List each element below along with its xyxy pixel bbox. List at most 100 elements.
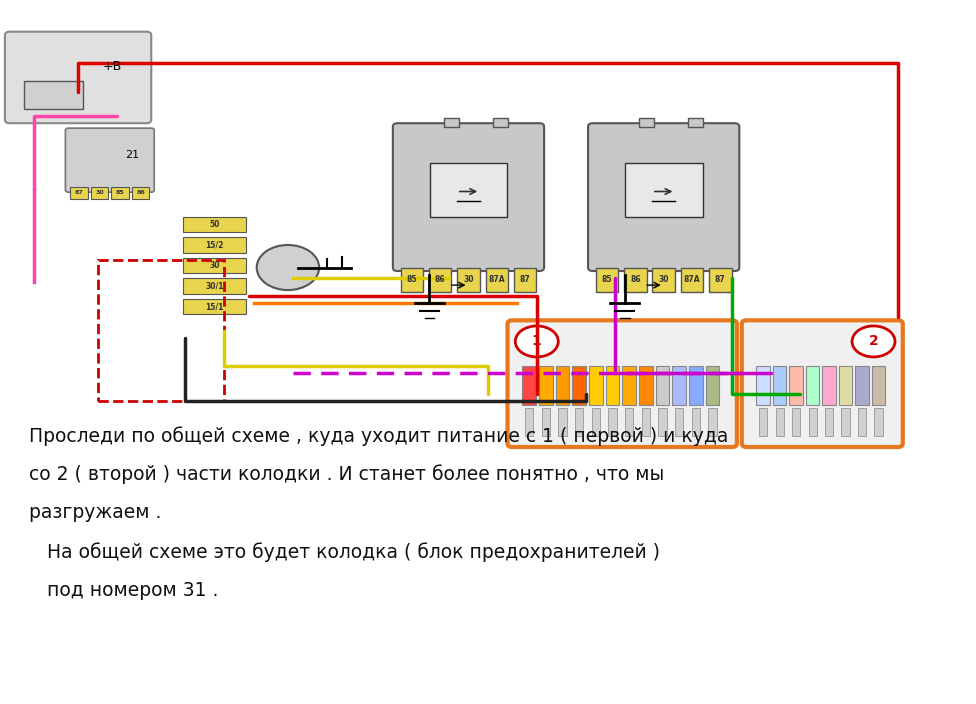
Bar <box>641 408 650 436</box>
Bar <box>539 366 552 405</box>
Bar <box>542 408 549 436</box>
Bar <box>688 118 703 127</box>
Bar <box>710 268 732 292</box>
Text: 30: 30 <box>659 275 669 284</box>
Text: 87: 87 <box>714 275 726 284</box>
Text: 50: 50 <box>210 220 220 229</box>
Bar <box>623 366 636 405</box>
Bar <box>513 268 536 292</box>
Bar <box>132 187 149 199</box>
Bar <box>493 118 508 127</box>
Bar <box>485 268 508 292</box>
Text: разгружаем .: разгружаем . <box>29 503 162 522</box>
Bar <box>429 268 452 292</box>
Circle shape <box>852 326 895 357</box>
Bar <box>183 237 246 253</box>
Bar <box>525 408 533 436</box>
Bar <box>591 408 600 436</box>
Bar <box>872 366 885 405</box>
Bar <box>672 366 686 405</box>
Bar <box>24 81 83 109</box>
Circle shape <box>515 326 558 357</box>
Bar <box>689 366 703 405</box>
Text: 85: 85 <box>116 190 124 196</box>
Text: 85: 85 <box>602 275 612 284</box>
Text: 21: 21 <box>125 150 139 160</box>
Bar <box>858 408 866 436</box>
Bar <box>183 258 246 273</box>
Bar <box>400 268 424 292</box>
Bar <box>572 366 586 405</box>
Text: 87A: 87A <box>683 275 701 284</box>
Text: 87A: 87A <box>488 275 506 284</box>
Bar <box>709 408 716 436</box>
Bar <box>183 278 246 294</box>
Bar <box>822 366 835 405</box>
Text: Проследи по общей схеме , куда уходит питание с 1 ( первой ) и куда: Проследи по общей схеме , куда уходит пи… <box>29 426 729 446</box>
Bar <box>111 187 129 199</box>
Bar <box>625 163 703 217</box>
FancyBboxPatch shape <box>742 320 903 447</box>
Bar <box>558 408 566 436</box>
Text: 30/1: 30/1 <box>206 282 224 291</box>
Bar <box>756 366 770 405</box>
Text: под номером 31 .: под номером 31 . <box>29 581 219 600</box>
Bar <box>838 366 852 405</box>
FancyBboxPatch shape <box>589 123 740 271</box>
Text: На общей схеме это будет колодка ( блок предохранителей ): На общей схеме это будет колодка ( блок … <box>29 542 661 562</box>
Bar <box>183 298 246 314</box>
Bar <box>457 268 480 292</box>
Bar <box>808 408 817 436</box>
Text: 86: 86 <box>435 275 445 284</box>
Bar <box>555 366 569 405</box>
Bar <box>625 268 647 292</box>
Bar <box>98 260 224 401</box>
Bar <box>444 118 459 127</box>
FancyBboxPatch shape <box>65 128 154 192</box>
FancyBboxPatch shape <box>508 320 737 447</box>
Bar <box>692 408 700 436</box>
Bar <box>773 366 787 405</box>
Bar <box>825 408 834 436</box>
Text: 2: 2 <box>869 334 878 348</box>
Text: +B: +B <box>102 61 122 73</box>
Bar <box>575 408 584 436</box>
Bar <box>625 408 633 436</box>
Bar <box>759 408 767 436</box>
Bar <box>855 366 869 405</box>
Text: 86: 86 <box>137 190 144 196</box>
Bar <box>91 187 108 199</box>
FancyBboxPatch shape <box>5 32 151 123</box>
Bar <box>653 268 675 292</box>
Text: 87: 87 <box>519 275 531 284</box>
Bar <box>681 268 703 292</box>
Bar <box>658 408 667 436</box>
Text: 15/1: 15/1 <box>206 302 224 311</box>
Bar <box>608 408 617 436</box>
Bar <box>806 366 820 405</box>
Bar <box>874 408 882 436</box>
Bar <box>639 118 654 127</box>
Bar <box>656 366 670 405</box>
Bar <box>675 408 683 436</box>
Bar <box>793 408 800 436</box>
Text: со 2 ( второй ) части колодки . И станет более понятно , что мы: со 2 ( второй ) части колодки . И станет… <box>29 465 665 484</box>
FancyBboxPatch shape <box>392 123 545 271</box>
Bar <box>605 366 620 405</box>
Bar <box>841 408 849 436</box>
Bar <box>706 366 719 405</box>
Bar <box>776 408 784 436</box>
Bar <box>639 366 653 405</box>
Circle shape <box>257 245 319 290</box>
Text: 30: 30 <box>464 275 473 284</box>
Bar <box>70 187 88 199</box>
Bar <box>790 366 803 405</box>
Bar <box>596 268 619 292</box>
Text: 1: 1 <box>532 334 542 348</box>
Text: 30: 30 <box>96 190 103 196</box>
Bar <box>589 366 602 405</box>
Bar <box>522 366 536 405</box>
Text: 87: 87 <box>75 190 83 196</box>
Bar <box>429 163 508 217</box>
Text: 30: 30 <box>210 261 220 270</box>
